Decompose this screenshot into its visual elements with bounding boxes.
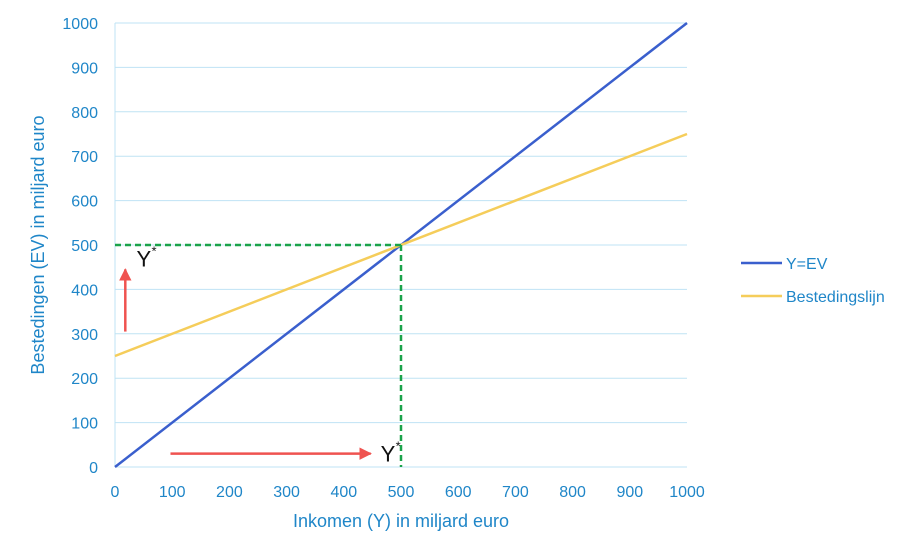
y-star-superscript: * <box>396 439 401 454</box>
y-tick-label: 300 <box>71 327 98 344</box>
y-tick-label: 400 <box>71 282 98 299</box>
gridlines <box>115 22 687 424</box>
y-star-label: Y <box>381 442 396 467</box>
x-tick-label: 1000 <box>669 484 705 501</box>
x-tick-label: 300 <box>273 484 300 501</box>
legend-label: Y=EV <box>786 256 828 273</box>
y-tick-label: 100 <box>71 416 98 433</box>
x-tick-label: 0 <box>111 484 120 501</box>
x-tick-label: 800 <box>559 484 586 501</box>
y-tick-label: 1000 <box>62 16 98 33</box>
x-tick-label: 200 <box>216 484 243 501</box>
x-axis-title: Inkomen (Y) in miljard euro <box>293 511 509 531</box>
y-tick-label: 600 <box>71 194 98 211</box>
y-tick-label: 800 <box>71 105 98 122</box>
x-tick-label: 700 <box>502 484 529 501</box>
y-tick-label: 0 <box>89 460 98 477</box>
y-tick-label: 700 <box>71 149 98 166</box>
y-axis-title: Bestedingen (EV) in miljard euro <box>28 115 48 374</box>
y-tick-label: 900 <box>71 60 98 77</box>
y-tick-label: 500 <box>71 238 98 255</box>
x-tick-label: 900 <box>616 484 643 501</box>
x-tick-label: 100 <box>159 484 186 501</box>
equilibrium-guides <box>115 243 403 467</box>
legend-label: Bestedingslijn <box>786 289 885 306</box>
x-tick-label: 600 <box>445 484 472 501</box>
y-star-label: Y <box>136 246 151 271</box>
y-tick-label: 200 <box>71 371 98 388</box>
x-tick-label: 500 <box>388 484 415 501</box>
x-tick-label: 400 <box>330 484 357 501</box>
legend: Y=EV Bestedingslijn <box>741 256 885 306</box>
tick-labels: 0 100 200 300 400 500 600 700 800 900 1000 0 100 200 3… <box>62 16 704 501</box>
y-star-superscript: * <box>151 243 156 258</box>
annotations: Y *Y * <box>119 243 401 467</box>
